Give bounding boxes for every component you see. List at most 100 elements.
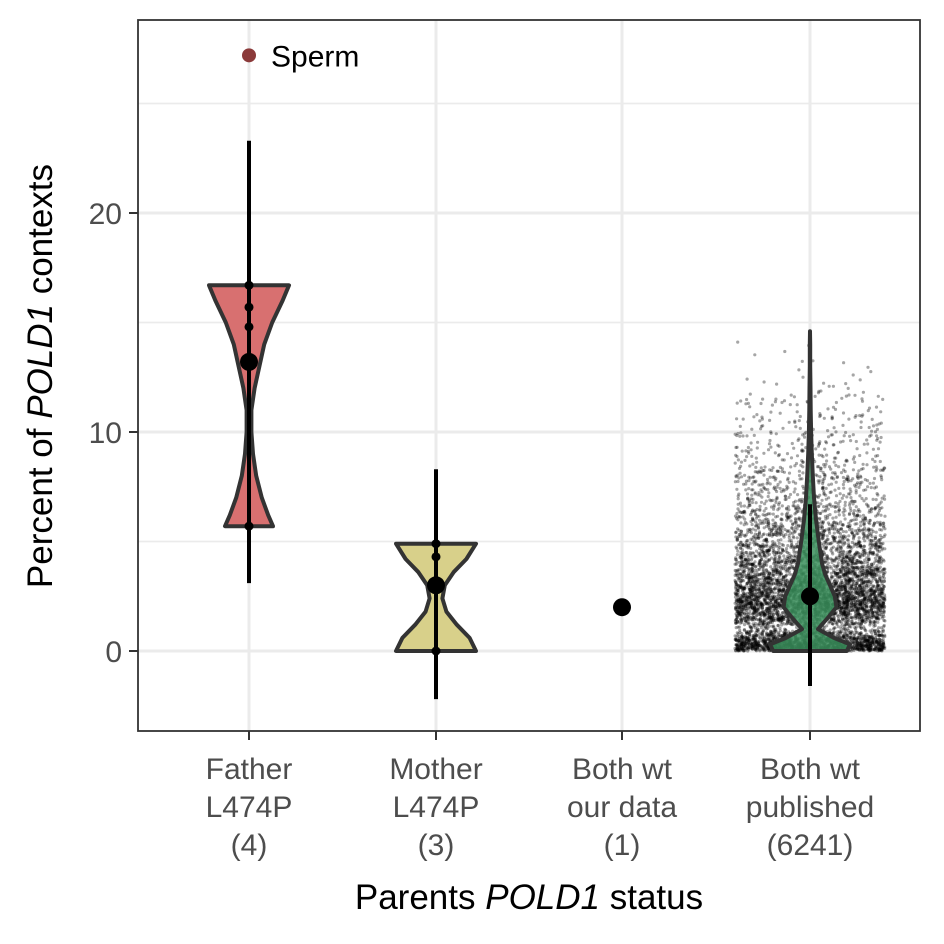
- jitter-point: [874, 646, 878, 650]
- jitter-point: [739, 604, 744, 608]
- jitter-point: [781, 488, 785, 492]
- jitter-point: [824, 493, 828, 497]
- jitter-point: [747, 585, 751, 590]
- jitter-point: [738, 598, 742, 602]
- jitter-point: [840, 612, 844, 616]
- jitter-point: [755, 627, 760, 631]
- jitter-point: [771, 549, 775, 553]
- jitter-point: [822, 463, 826, 467]
- jitter-point: [760, 610, 764, 614]
- jitter-point: [735, 417, 739, 421]
- jitter-point: [869, 486, 873, 490]
- jitter-point: [877, 509, 882, 513]
- jitter-point: [879, 468, 883, 472]
- jitter-point: [751, 637, 755, 641]
- jitter-point: [855, 529, 859, 533]
- jitter-point: [751, 497, 755, 501]
- jitter-point: [748, 550, 752, 555]
- jitter-point: [801, 460, 805, 464]
- jitter-point: [831, 405, 836, 409]
- jitter-point: [853, 499, 857, 504]
- jitter-point: [775, 579, 779, 583]
- jitter-point: [755, 507, 759, 512]
- jitter-point: [818, 516, 822, 520]
- jitter-point: [773, 488, 778, 492]
- jitter-point: [767, 548, 772, 552]
- jitter-point: [790, 526, 794, 531]
- jitter-point: [854, 613, 858, 617]
- jitter-point: [735, 644, 740, 648]
- jitter-point: [880, 592, 884, 596]
- jitter-point: [769, 579, 773, 583]
- jitter-point: [853, 572, 857, 576]
- jitter-point: [745, 583, 749, 587]
- jitter-point: [734, 545, 738, 549]
- jitter-point: [866, 598, 870, 602]
- jitter-point: [780, 617, 785, 621]
- jitter-point: [747, 475, 751, 479]
- jitter-point: [856, 586, 860, 591]
- jitter-point: [738, 501, 743, 505]
- jitter-point: [733, 514, 738, 518]
- jitter-point: [789, 519, 793, 523]
- jitter-point: [861, 462, 865, 466]
- jitter-point: [739, 460, 744, 464]
- jitter-point: [777, 618, 781, 623]
- jitter-point: [846, 566, 850, 570]
- jitter-point: [867, 510, 871, 514]
- jitter-point: [871, 636, 875, 640]
- jitter-point: [877, 641, 881, 645]
- jitter-point: [873, 589, 877, 593]
- jitter-point: [771, 569, 776, 573]
- jitter-point: [797, 419, 801, 423]
- jitter-point: [873, 574, 877, 578]
- jitter-point: [789, 538, 793, 542]
- jitter-point: [750, 522, 754, 527]
- jitter-point: [841, 529, 845, 534]
- jitter-point: [864, 611, 868, 615]
- jitter-point: [828, 564, 832, 569]
- jitter-point: [856, 579, 860, 583]
- jitter-point: [759, 483, 763, 487]
- jitter-point: [825, 504, 829, 508]
- jitter-point: [777, 581, 781, 585]
- jitter-point: [832, 456, 837, 460]
- jitter-point: [742, 504, 747, 508]
- jitter-point: [861, 647, 866, 651]
- jitter-point: [762, 486, 766, 490]
- jitter-point: [826, 407, 830, 411]
- jitter-point: [768, 475, 772, 479]
- jitter-point: [767, 591, 772, 596]
- jitter-point: [761, 482, 765, 486]
- jitter-point: [800, 448, 804, 452]
- jitter-point: [822, 492, 826, 496]
- jitter-point: [865, 479, 870, 483]
- jitter-point: [875, 611, 879, 615]
- jitter-point: [740, 647, 744, 651]
- jitter-point: [834, 463, 838, 467]
- jitter-point: [844, 590, 848, 594]
- jitter-point: [837, 513, 841, 517]
- jitter-point: [858, 559, 862, 564]
- jitter-point: [868, 508, 872, 512]
- jitter-point: [870, 628, 874, 632]
- jitter-point: [844, 530, 848, 534]
- jitter-point: [865, 617, 870, 621]
- jitter-point: [752, 603, 756, 608]
- jitter-point: [767, 552, 772, 556]
- jitter-point: [876, 559, 880, 563]
- jitter-point: [880, 506, 884, 510]
- jitter-point: [758, 649, 762, 653]
- jitter-point: [882, 623, 886, 628]
- jitter-point: [853, 393, 857, 397]
- jitter-point: [842, 635, 846, 640]
- jitter-point: [793, 520, 798, 524]
- jitter-point: [733, 637, 737, 642]
- jitter-point: [746, 646, 751, 650]
- jitter-point: [835, 475, 839, 480]
- jitter-point: [743, 586, 747, 590]
- jitter-point: [776, 454, 781, 458]
- jitter-point: [818, 475, 822, 479]
- jitter-point: [841, 537, 845, 542]
- jitter-point: [883, 619, 887, 623]
